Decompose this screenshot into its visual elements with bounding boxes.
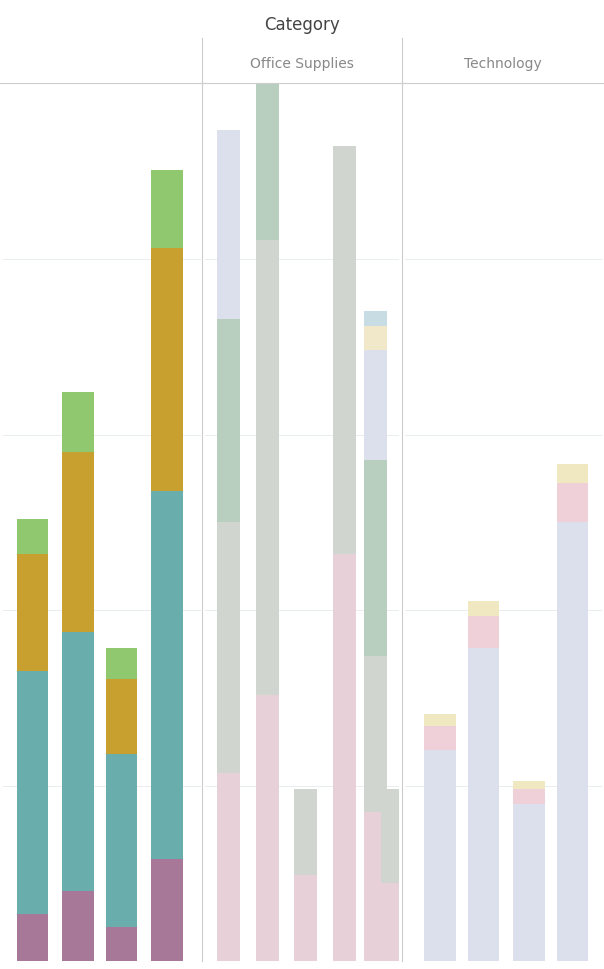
Bar	[513, 781, 545, 789]
Bar	[106, 926, 137, 961]
Bar	[151, 860, 183, 961]
Bar	[425, 727, 456, 750]
Bar	[217, 131, 240, 319]
Bar	[557, 465, 588, 484]
Bar	[364, 311, 387, 327]
Bar	[468, 601, 500, 616]
Bar	[364, 656, 387, 812]
Bar	[17, 915, 48, 961]
Bar	[425, 750, 456, 961]
Bar	[513, 789, 545, 804]
Text: Technology: Technology	[464, 57, 542, 71]
Bar	[217, 319, 240, 523]
Bar	[513, 804, 545, 961]
Bar	[151, 171, 183, 249]
Bar	[106, 755, 137, 926]
Bar	[557, 484, 588, 523]
Bar	[364, 351, 387, 460]
Bar	[333, 554, 356, 961]
Text: Office Supplies: Office Supplies	[250, 57, 354, 71]
Bar	[364, 460, 387, 656]
Bar	[468, 616, 500, 648]
Bar	[364, 327, 387, 351]
Bar	[217, 773, 240, 961]
Bar	[17, 554, 48, 672]
Bar	[294, 789, 318, 875]
Bar	[62, 891, 94, 961]
Bar	[106, 679, 137, 755]
Bar	[151, 249, 183, 491]
Bar	[17, 672, 48, 915]
Bar	[17, 519, 48, 554]
Bar	[151, 491, 183, 860]
Text: Category: Category	[264, 16, 340, 34]
Bar	[62, 392, 94, 453]
Bar	[557, 523, 588, 961]
Bar	[425, 714, 456, 727]
Bar	[255, 21, 279, 241]
Bar	[381, 789, 405, 883]
Bar	[217, 523, 240, 773]
Bar	[333, 147, 356, 554]
Bar	[62, 453, 94, 633]
Bar	[364, 812, 387, 961]
Bar	[294, 875, 318, 961]
Bar	[468, 648, 500, 961]
Bar	[62, 633, 94, 891]
Bar	[255, 241, 279, 695]
Bar	[255, 695, 279, 961]
Text: Furniture: Furniture	[70, 57, 132, 71]
Bar	[106, 648, 137, 679]
Bar	[255, 0, 279, 21]
Bar	[381, 883, 405, 961]
